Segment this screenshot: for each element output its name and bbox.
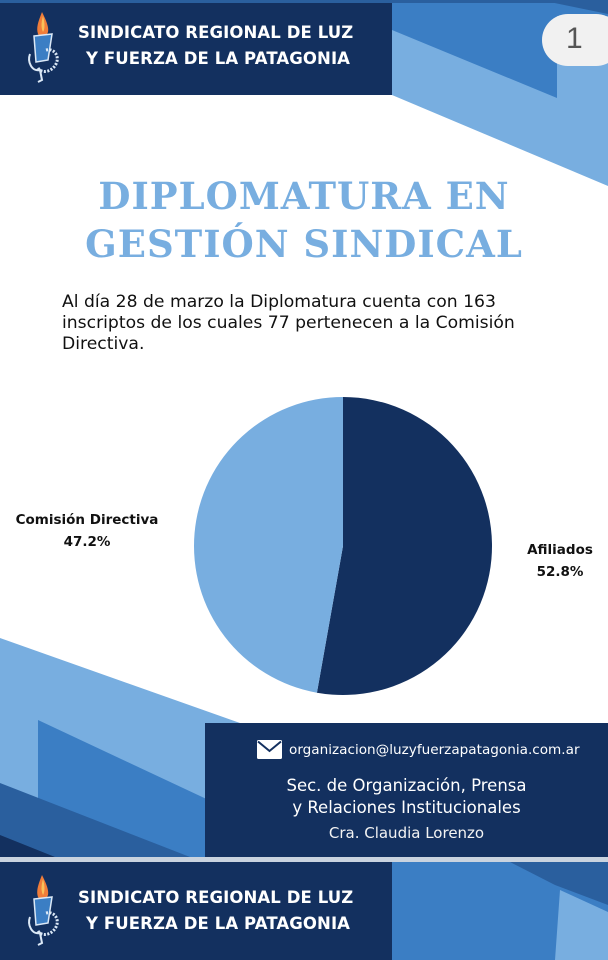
footer-org-line1: SINDICATO REGIONAL DE LUZ <box>78 888 354 907</box>
footer-org-line2: Y FUERZA DE LA PATAGONIA <box>86 914 351 933</box>
torch-logo-icon <box>28 12 59 83</box>
pie-label-comision-value: 47.2% <box>63 534 111 550</box>
secretariat-line1: Sec. de Organización, Prensa <box>286 776 527 795</box>
org-name-line1: SINDICATO REGIONAL DE LUZ <box>78 23 354 42</box>
page-number: 1 <box>566 22 583 55</box>
org-name-line2: Y FUERZA DE LA PATAGONIA <box>86 49 351 68</box>
secretariat-block: Sec. de Organización, Prensa y Relacione… <box>205 775 608 844</box>
contact-box: organizacion@luzyfuerzapatagonia.com.ar … <box>205 723 608 857</box>
email-row: organizacion@luzyfuerzapatagonia.com.ar <box>257 740 580 759</box>
pie-label-afiliados-value: 52.8% <box>536 564 584 580</box>
email-link[interactable]: organizacion@luzyfuerzapatagonia.com.ar <box>289 741 580 758</box>
secretariat-line2: y Relaciones Institucionales <box>292 798 521 817</box>
pie-label-afiliados: Afiliados 52.8% <box>512 539 608 583</box>
envelope-icon <box>257 740 282 759</box>
torch-logo-icon <box>28 875 59 946</box>
title-line1: DIPLOMATURA EN <box>98 174 510 218</box>
intro-paragraph: Al día 28 de marzo la Diplomatura cuenta… <box>62 292 515 354</box>
page-number-badge: 1 <box>542 14 608 66</box>
pie-label-comision: Comisión Directiva 47.2% <box>6 509 168 553</box>
page-title: DIPLOMATURA EN GESTIÓN SINDICAL <box>0 172 608 268</box>
title-line2: GESTIÓN SINDICAL <box>85 222 523 266</box>
pie-label-comision-name: Comisión Directiva <box>15 512 159 528</box>
pie-label-afiliados-name: Afiliados <box>527 542 593 558</box>
contact-name: Cra. Claudia Lorenzo <box>328 824 485 842</box>
